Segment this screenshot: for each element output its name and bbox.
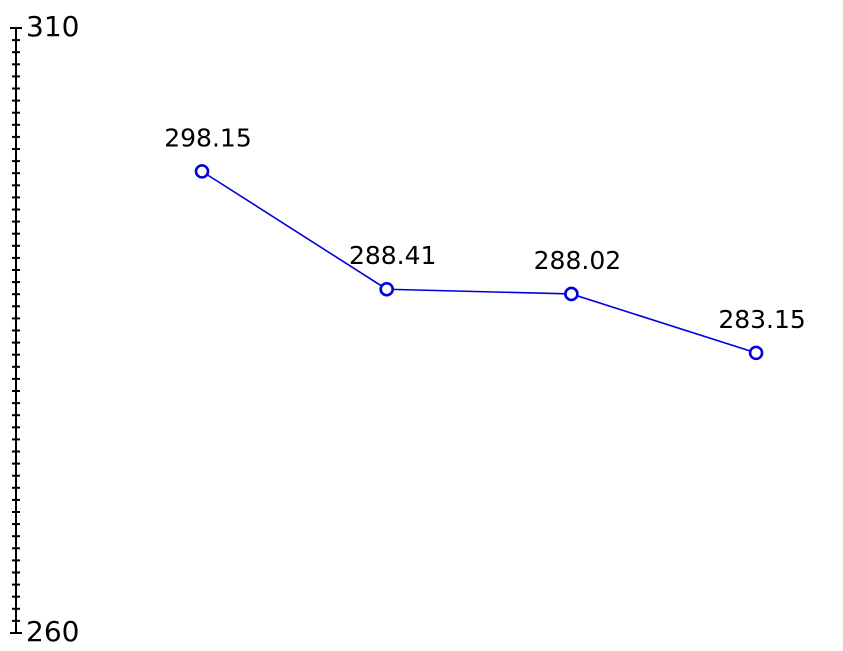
value-label: 288.02 bbox=[534, 246, 621, 275]
y-tick-label: 310 bbox=[26, 10, 79, 43]
value-label: 283.15 bbox=[718, 305, 805, 334]
point bbox=[748, 345, 764, 361]
y-tick-label: 260 bbox=[26, 615, 79, 648]
point bbox=[564, 286, 579, 302]
value-label: 288.41 bbox=[349, 241, 436, 270]
series-line bbox=[201, 170, 757, 354]
point bbox=[379, 281, 395, 297]
point bbox=[194, 164, 210, 179]
minor-ticks bbox=[12, 27, 20, 634]
value-label: 298.15 bbox=[164, 123, 251, 152]
